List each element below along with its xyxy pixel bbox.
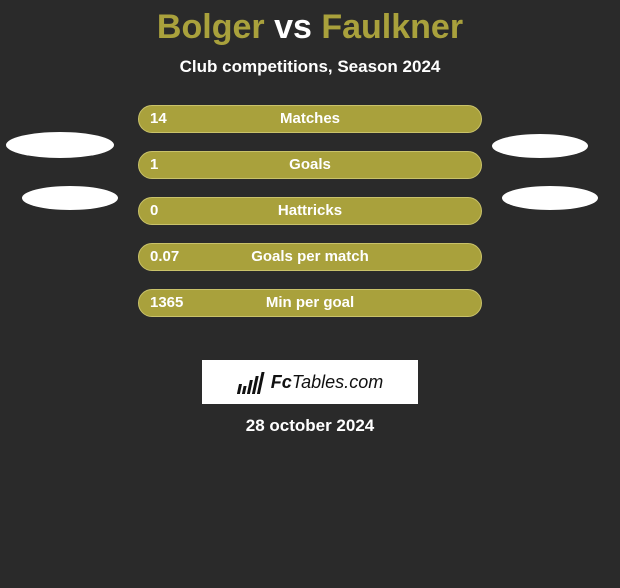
logo-text-suffix: Tables.com: [292, 372, 383, 392]
stat-label: Matches: [0, 105, 620, 133]
stat-value-left: 14: [150, 105, 167, 133]
title-vs: vs: [274, 8, 312, 46]
subtitle: Club competitions, Season 2024: [0, 57, 620, 77]
bar-chart-icon: [237, 370, 267, 394]
stat-row: Goals per match0.07: [0, 243, 620, 289]
page-title: Bolger vs Faulkner: [0, 8, 620, 47]
fctables-logo: FcTables.com: [202, 360, 418, 404]
stat-row: Min per goal1365: [0, 289, 620, 335]
title-player2: Faulkner: [321, 8, 463, 46]
stat-value-left: 0.07: [150, 243, 179, 271]
stat-value-left: 0: [150, 197, 158, 225]
stat-label: Min per goal: [0, 289, 620, 317]
date-line: 28 october 2024: [0, 416, 620, 436]
logo-text: FcTables.com: [271, 372, 383, 393]
stat-label: Goals: [0, 151, 620, 179]
stat-label: Hattricks: [0, 197, 620, 225]
stat-value-left: 1365: [150, 289, 183, 317]
stat-row: Hattricks0: [0, 197, 620, 243]
title-player1: Bolger: [157, 8, 265, 46]
stat-value-left: 1: [150, 151, 158, 179]
stat-label: Goals per match: [0, 243, 620, 271]
logo-text-prefix: Fc: [271, 372, 292, 392]
